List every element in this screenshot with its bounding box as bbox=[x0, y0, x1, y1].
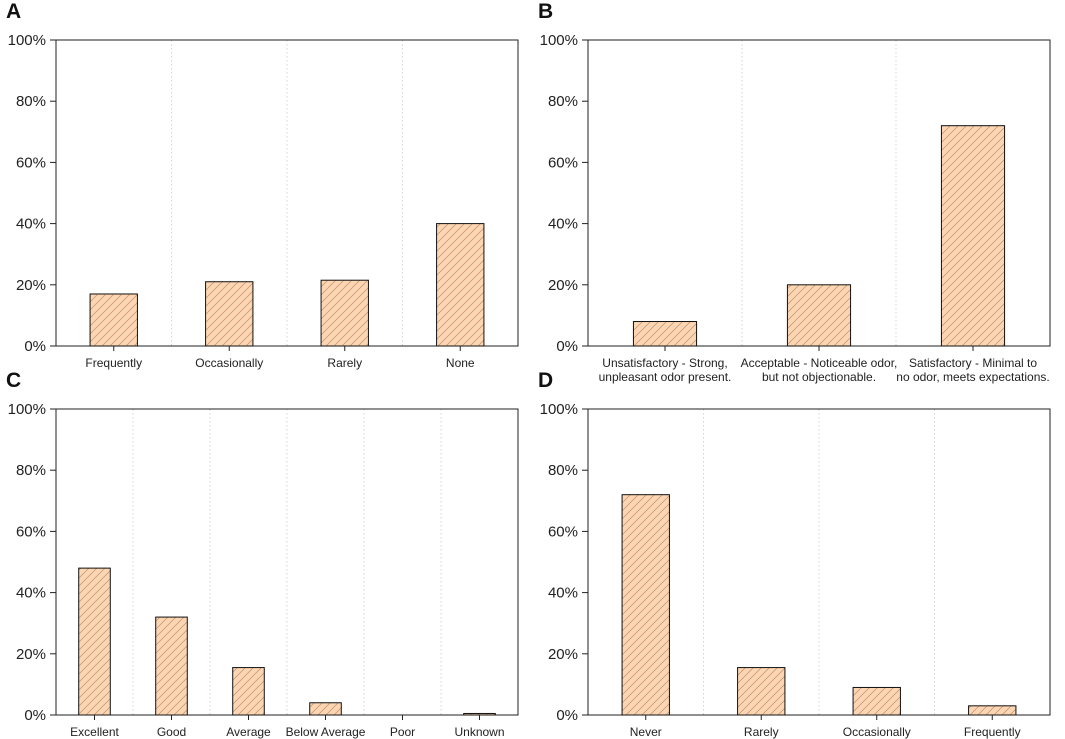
y-tick-label: 80% bbox=[16, 462, 46, 479]
panel-d: D 0% 20% 40% 60% 80% 100% Never Rarely Occasiona… bbox=[532, 369, 1064, 739]
bar bbox=[89, 293, 138, 347]
bar-chart-c: 0% 20% 40% 60% 80% 100% Excellent Good Average Be… bbox=[8, 401, 519, 739]
y-tick-label: 0% bbox=[556, 707, 578, 724]
bar bbox=[436, 223, 485, 347]
x-tick-label: Satisfactory - Minimal to no odor, meets … bbox=[896, 356, 1049, 384]
x-tick-label: Acceptable - Noticeable odor, but not obj… bbox=[741, 356, 898, 384]
x-tick-label: Frequently bbox=[85, 356, 142, 370]
y-tick-label: 20% bbox=[16, 646, 46, 663]
x-tick-label: None bbox=[446, 356, 475, 370]
y-tick-label: 60% bbox=[548, 523, 578, 540]
y-tick-label: 60% bbox=[16, 523, 46, 540]
x-tick-label: Excellent bbox=[70, 725, 119, 739]
x-tick-label: Below Average bbox=[286, 725, 366, 739]
y-tick-label: 20% bbox=[16, 277, 46, 294]
y-tick-label: 80% bbox=[16, 93, 46, 110]
bar bbox=[786, 284, 852, 347]
panel-letter-b: B bbox=[538, 0, 554, 23]
x-tick-label: Average bbox=[226, 725, 271, 739]
x-tick-label: Occasionally bbox=[843, 725, 911, 739]
y-tick-label: 0% bbox=[24, 707, 46, 724]
y-tick-label: 100% bbox=[8, 401, 46, 418]
y-tick-label: 40% bbox=[548, 216, 578, 233]
panel-c: C 0% 20% 40% 60% 80% 100% Excellent Good Average… bbox=[0, 369, 532, 739]
x-tick-label: Poor bbox=[390, 725, 415, 739]
bar-chart-b: 0% 20% 40% 60% 80% 100% Unsatisfactory - Stron… bbox=[540, 32, 1051, 384]
plot-frame bbox=[55, 39, 519, 347]
plot-frame bbox=[55, 408, 519, 716]
bar bbox=[632, 321, 698, 347]
y-tick-label: 100% bbox=[540, 32, 578, 49]
y-tick-label: 40% bbox=[16, 585, 46, 602]
bar bbox=[155, 616, 188, 716]
bar bbox=[852, 686, 901, 716]
x-tick-label: Rarely bbox=[327, 356, 362, 370]
bar bbox=[78, 567, 111, 716]
panel-a: A 0% 20% 40% 60% 80% 100% Frequently Occasional… bbox=[0, 0, 532, 370]
y-tick-label: 40% bbox=[548, 585, 578, 602]
y-tick-label: 40% bbox=[16, 216, 46, 233]
bar-chart-a: 0% 20% 40% 60% 80% 100% Frequently Occasionally… bbox=[8, 32, 519, 370]
y-tick-label: 80% bbox=[548, 93, 578, 110]
bar bbox=[320, 279, 369, 347]
y-tick-label: 20% bbox=[548, 277, 578, 294]
y-tick-label: 100% bbox=[540, 401, 578, 418]
y-tick-label: 0% bbox=[24, 338, 46, 355]
panel-letter-c: C bbox=[6, 369, 22, 392]
y-tick-label: 80% bbox=[548, 462, 578, 479]
x-tick-label: Unknown bbox=[454, 725, 504, 739]
y-tick-label: 0% bbox=[556, 338, 578, 355]
bar bbox=[205, 281, 254, 347]
x-tick-label: Occasionally bbox=[195, 356, 263, 370]
x-tick-label: Never bbox=[630, 725, 662, 739]
panel-letter-d: D bbox=[538, 369, 554, 392]
panel-b: B 0% 20% 40% 60% 80% 100% Unsatisfactory - Str… bbox=[532, 0, 1064, 384]
bar bbox=[232, 667, 265, 716]
bar bbox=[309, 702, 342, 716]
x-tick-label: Unsatisfactory - Strong, unpleasant odor … bbox=[599, 356, 732, 384]
bar bbox=[463, 712, 496, 716]
y-tick-label: 60% bbox=[16, 154, 46, 171]
y-tick-label: 100% bbox=[8, 32, 46, 49]
x-tick-label: Rarely bbox=[744, 725, 779, 739]
plot-frame bbox=[587, 408, 1051, 716]
bar bbox=[737, 667, 786, 716]
bar bbox=[940, 125, 1006, 347]
bar-chart-d: 0% 20% 40% 60% 80% 100% Never Rarely Occasionall… bbox=[540, 401, 1051, 739]
x-tick-label: Frequently bbox=[964, 725, 1021, 739]
bar bbox=[621, 494, 670, 716]
panel-letter-a: A bbox=[6, 0, 22, 23]
bar bbox=[968, 705, 1017, 716]
x-tick-label: Good bbox=[157, 725, 186, 739]
y-tick-label: 60% bbox=[548, 154, 578, 171]
y-tick-label: 20% bbox=[548, 646, 578, 663]
